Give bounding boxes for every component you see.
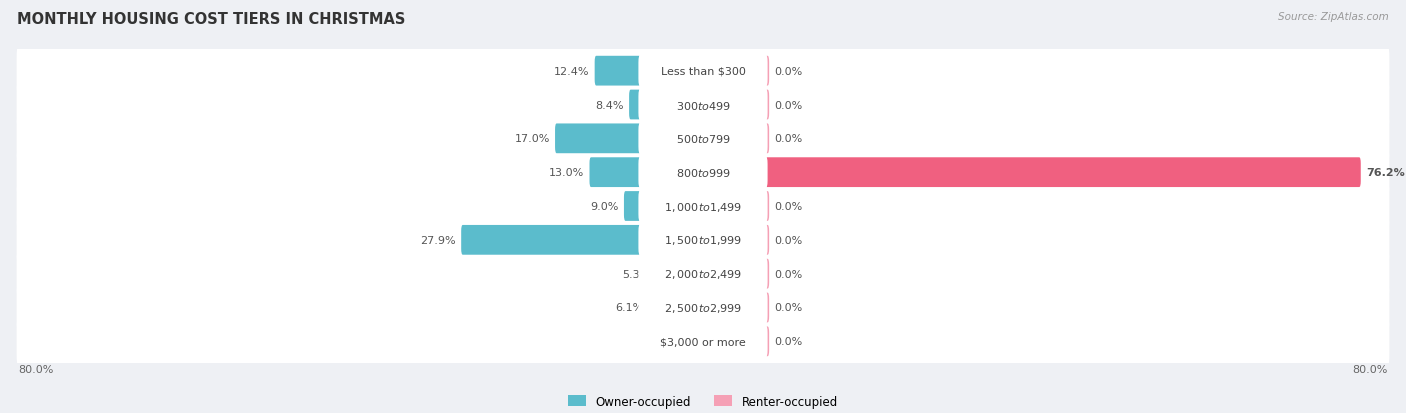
FancyBboxPatch shape <box>624 192 704 221</box>
Text: MONTHLY HOUSING COST TIERS IN CHRISTMAS: MONTHLY HOUSING COST TIERS IN CHRISTMAS <box>17 12 405 27</box>
FancyBboxPatch shape <box>17 210 1389 270</box>
Text: $2,500 to $2,999: $2,500 to $2,999 <box>664 301 742 314</box>
Text: 0.0%: 0.0% <box>775 202 803 211</box>
Text: 0.0%: 0.0% <box>775 235 803 245</box>
Text: 0.0%: 0.0% <box>775 66 803 76</box>
FancyBboxPatch shape <box>589 158 704 188</box>
FancyBboxPatch shape <box>638 89 768 122</box>
Text: 13.0%: 13.0% <box>548 168 583 178</box>
Text: $1,000 to $1,499: $1,000 to $1,499 <box>664 200 742 213</box>
Text: $2,000 to $2,499: $2,000 to $2,499 <box>664 268 742 280</box>
Text: 0.0%: 0.0% <box>775 337 803 347</box>
FancyBboxPatch shape <box>638 291 768 324</box>
Text: 80.0%: 80.0% <box>1353 364 1388 375</box>
Text: $1,500 to $1,999: $1,500 to $1,999 <box>664 234 742 247</box>
FancyBboxPatch shape <box>650 293 704 323</box>
FancyBboxPatch shape <box>595 57 704 86</box>
FancyBboxPatch shape <box>638 156 768 189</box>
FancyBboxPatch shape <box>17 75 1389 135</box>
FancyBboxPatch shape <box>702 327 769 356</box>
Text: Source: ZipAtlas.com: Source: ZipAtlas.com <box>1278 12 1389 22</box>
FancyBboxPatch shape <box>702 225 769 255</box>
Text: 8.4%: 8.4% <box>595 100 624 110</box>
FancyBboxPatch shape <box>638 190 768 223</box>
Text: 17.0%: 17.0% <box>515 134 550 144</box>
FancyBboxPatch shape <box>17 41 1389 102</box>
Text: 80.0%: 80.0% <box>18 364 53 375</box>
FancyBboxPatch shape <box>628 90 704 120</box>
FancyBboxPatch shape <box>461 225 704 255</box>
FancyBboxPatch shape <box>702 57 769 86</box>
FancyBboxPatch shape <box>638 55 768 88</box>
FancyBboxPatch shape <box>17 244 1389 304</box>
Text: 0.0%: 0.0% <box>775 100 803 110</box>
FancyBboxPatch shape <box>17 143 1389 203</box>
Text: 0.95%: 0.95% <box>652 337 688 347</box>
FancyBboxPatch shape <box>693 327 704 356</box>
FancyBboxPatch shape <box>17 176 1389 237</box>
FancyBboxPatch shape <box>702 158 1361 188</box>
FancyBboxPatch shape <box>655 259 704 289</box>
Text: 0.0%: 0.0% <box>775 303 803 313</box>
FancyBboxPatch shape <box>638 123 768 156</box>
Text: $500 to $799: $500 to $799 <box>675 133 731 145</box>
FancyBboxPatch shape <box>702 90 769 120</box>
FancyBboxPatch shape <box>638 257 768 290</box>
Text: $300 to $499: $300 to $499 <box>675 99 731 111</box>
Text: 27.9%: 27.9% <box>420 235 456 245</box>
FancyBboxPatch shape <box>702 192 769 221</box>
FancyBboxPatch shape <box>702 259 769 289</box>
Text: 9.0%: 9.0% <box>591 202 619 211</box>
FancyBboxPatch shape <box>17 311 1389 372</box>
Text: 76.2%: 76.2% <box>1367 168 1405 178</box>
FancyBboxPatch shape <box>702 293 769 323</box>
Text: 12.4%: 12.4% <box>554 66 589 76</box>
FancyBboxPatch shape <box>638 224 768 257</box>
FancyBboxPatch shape <box>17 278 1389 338</box>
FancyBboxPatch shape <box>702 124 769 154</box>
Text: 0.0%: 0.0% <box>775 269 803 279</box>
Text: 5.3%: 5.3% <box>623 269 651 279</box>
Text: $800 to $999: $800 to $999 <box>675 167 731 179</box>
FancyBboxPatch shape <box>17 109 1389 169</box>
Text: 0.0%: 0.0% <box>775 134 803 144</box>
Text: 6.1%: 6.1% <box>616 303 644 313</box>
Legend: Owner-occupied, Renter-occupied: Owner-occupied, Renter-occupied <box>568 395 838 408</box>
Text: $3,000 or more: $3,000 or more <box>661 337 745 347</box>
FancyBboxPatch shape <box>555 124 704 154</box>
FancyBboxPatch shape <box>638 325 768 358</box>
Text: Less than $300: Less than $300 <box>661 66 745 76</box>
